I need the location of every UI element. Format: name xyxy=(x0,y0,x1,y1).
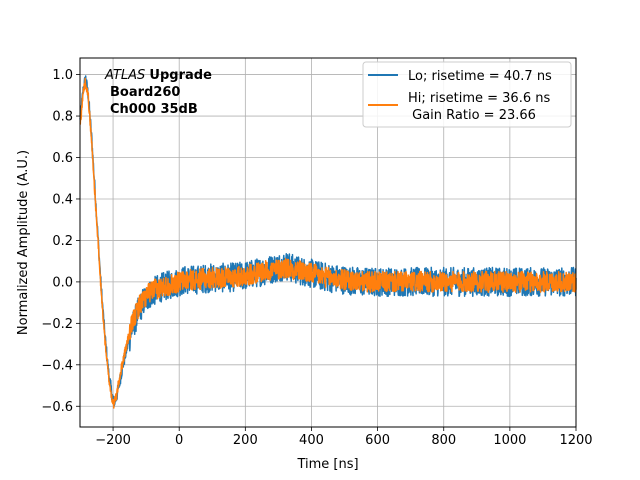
x-tick-label: 0 xyxy=(175,433,183,448)
y-tick-label: 0.8 xyxy=(52,110,73,125)
y-tick-label: −0.4 xyxy=(41,358,73,373)
annotation-atlas: ATLAS xyxy=(104,68,145,83)
x-tick-label: 800 xyxy=(431,433,456,448)
annotation-line-1: ATLAS Upgrade xyxy=(104,68,212,83)
legend: Lo; risetime = 40.7 ns Hi; risetime = 36… xyxy=(362,61,572,128)
x-tick-label: 1000 xyxy=(493,433,526,448)
legend-label-gain: Gain Ratio = 23.66 xyxy=(408,108,536,123)
y-tick-label: −0.2 xyxy=(41,317,73,332)
x-tick-label: −200 xyxy=(95,433,131,448)
y-tick-label: 0.6 xyxy=(52,151,73,166)
x-tick-label: 600 xyxy=(365,433,390,448)
y-tick-label: −0.6 xyxy=(41,400,73,415)
experiment-annotation: ATLAS Upgrade Board260 Ch000 35dB xyxy=(104,68,212,117)
traces xyxy=(79,75,577,409)
trace-hi xyxy=(79,77,577,409)
y-tick-label: 1.0 xyxy=(52,68,73,83)
legend-box xyxy=(362,61,572,128)
annotation-channel: Ch000 35dB xyxy=(110,102,198,117)
y-axis-label: Normalized Amplitude (A.U.) xyxy=(16,150,31,335)
y-tick-label: 0.4 xyxy=(52,192,73,207)
annotation-board: Board260 xyxy=(110,85,180,100)
y-tick-label: 0.0 xyxy=(52,275,73,290)
legend-label-hi: Hi; risetime = 36.6 ns xyxy=(408,91,550,106)
y-tick-label: 0.2 xyxy=(52,234,73,249)
annotation-upgrade: Upgrade xyxy=(149,68,212,83)
x-axis-label: Time [ns] xyxy=(296,457,358,472)
ticks: −200 0 200 400 600 800 1000 1200 −0.6 −0.4 −0.2 0.0… xyxy=(41,68,592,448)
legend-label-lo: Lo; risetime = 40.7 ns xyxy=(408,69,552,84)
x-tick-label: 1200 xyxy=(559,433,592,448)
plot-frame xyxy=(79,57,577,428)
x-tick-label: 200 xyxy=(233,433,258,448)
x-tick-label: 400 xyxy=(299,433,324,448)
